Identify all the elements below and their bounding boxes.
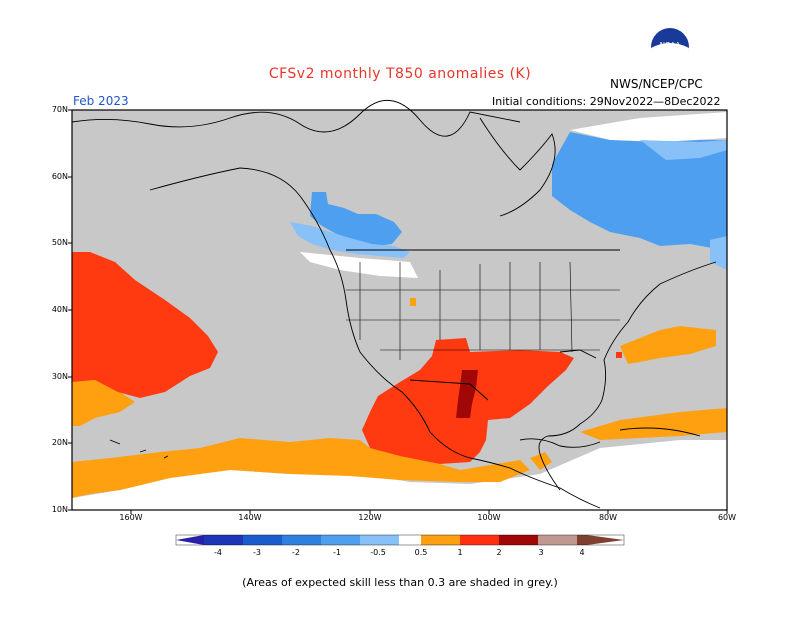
lat-label: 40N bbox=[51, 305, 68, 314]
colorbar-right-arrow bbox=[587, 535, 624, 545]
colorbar bbox=[175, 534, 625, 546]
axis-ticks bbox=[68, 109, 728, 514]
lon-label: 160W bbox=[119, 513, 143, 522]
colorbar-label: 0.5 bbox=[414, 548, 428, 557]
agency-label: NWS/NCEP/CPC bbox=[610, 77, 703, 91]
light-blue-areas bbox=[290, 140, 727, 270]
colorbar-label: -4 bbox=[214, 548, 222, 557]
skill-footnote: (Areas of expected skill less than 0.3 a… bbox=[242, 576, 558, 589]
lon-label: 140W bbox=[238, 513, 262, 522]
blue-areas bbox=[310, 132, 727, 248]
colorbar-label: 3 bbox=[538, 548, 544, 557]
lon-label: 120W bbox=[358, 513, 382, 522]
lat-label: 60N bbox=[51, 172, 68, 181]
colorbar-label: 2 bbox=[496, 548, 502, 557]
map-title: CFSv2 monthly T850 anomalies (K) bbox=[268, 66, 532, 82]
state-borders bbox=[346, 261, 620, 360]
forecast-month: Feb 2023 bbox=[73, 94, 129, 108]
colorbar-label: -1 bbox=[333, 548, 341, 557]
colorbar-left-arrow bbox=[176, 535, 204, 545]
lat-label: 10N bbox=[51, 505, 68, 514]
lat-label: 30N bbox=[51, 372, 68, 381]
orange-areas bbox=[72, 298, 727, 498]
colorbar-label: 1 bbox=[457, 548, 463, 557]
lat-label: 70N bbox=[51, 105, 68, 114]
lat-label: 50N bbox=[51, 238, 68, 247]
colorbar-label: -0.5 bbox=[370, 548, 386, 557]
dark-red-areas bbox=[456, 370, 478, 418]
lon-label: 60W bbox=[717, 513, 737, 522]
logo-text: NOAA bbox=[660, 41, 681, 49]
white-areas bbox=[72, 112, 727, 510]
coastlines bbox=[71, 99, 717, 509]
lon-label: 80W bbox=[598, 513, 618, 522]
colorbar-label: 4 bbox=[579, 548, 585, 557]
colorbar-label: -2 bbox=[292, 548, 300, 557]
lon-label: 100W bbox=[477, 513, 501, 522]
noaa-logo: NOAA bbox=[651, 28, 689, 67]
colorbar-label: -3 bbox=[253, 548, 261, 557]
initial-conditions: Initial conditions: 29Nov2022—8Dec2022 bbox=[492, 95, 721, 108]
lat-label: 20N bbox=[51, 438, 68, 447]
